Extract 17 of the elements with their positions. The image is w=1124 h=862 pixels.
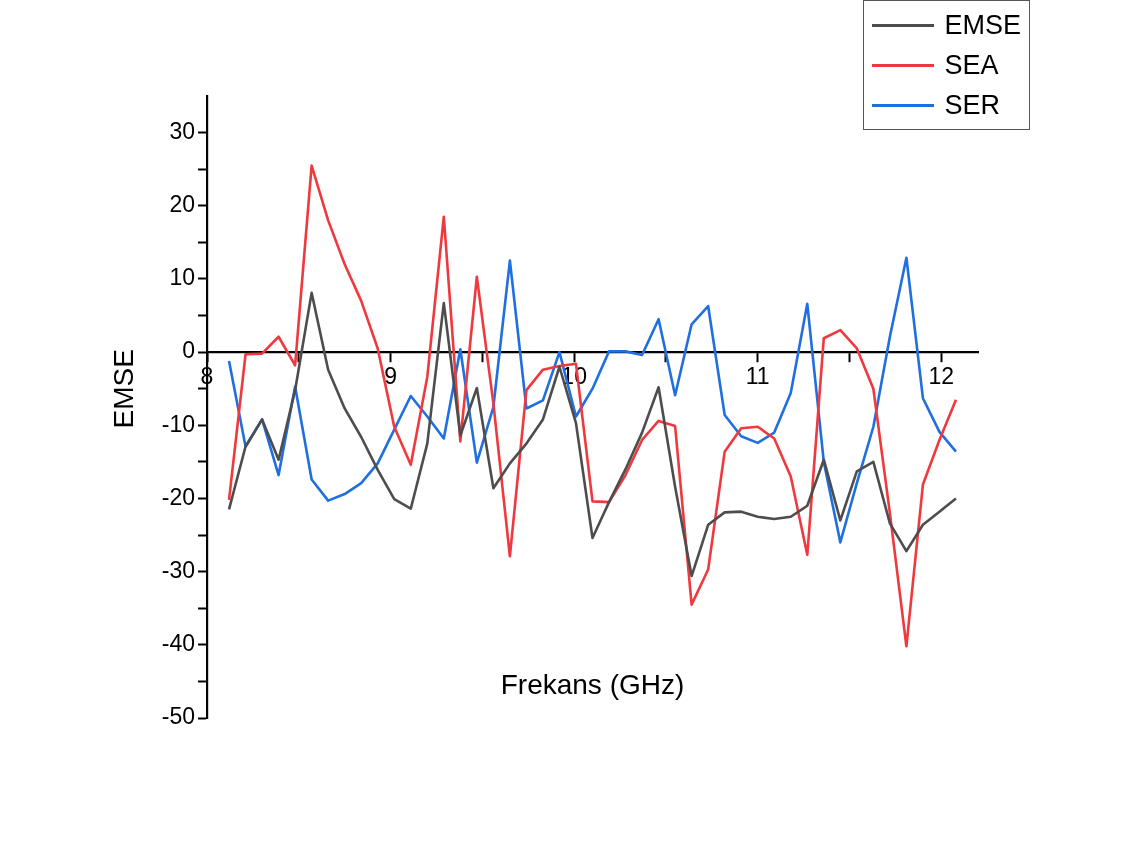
y-tick-label: 10 xyxy=(169,264,195,291)
legend-label: EMSE xyxy=(944,9,1021,41)
x-tick-label: 12 xyxy=(928,363,955,390)
x-tick-label: 11 xyxy=(745,363,770,390)
y-tick-label: -40 xyxy=(161,630,195,657)
x-tick-label: 9 xyxy=(384,363,397,390)
y-tick-label: -10 xyxy=(161,410,195,437)
x-axis-title: Frekans (GHz) xyxy=(500,668,685,700)
y-tick-label: 20 xyxy=(169,191,195,218)
legend-label: SEA xyxy=(944,49,999,81)
y-tick-label: -20 xyxy=(161,483,195,510)
y-tick-label: -30 xyxy=(161,556,195,583)
legend-label: SER xyxy=(944,89,1000,121)
y-tick-label: 0 xyxy=(182,337,195,364)
y-tick-label: 30 xyxy=(169,117,195,144)
y-axis-title: EMSE xyxy=(107,349,139,429)
y-tick-label: -50 xyxy=(161,703,195,730)
